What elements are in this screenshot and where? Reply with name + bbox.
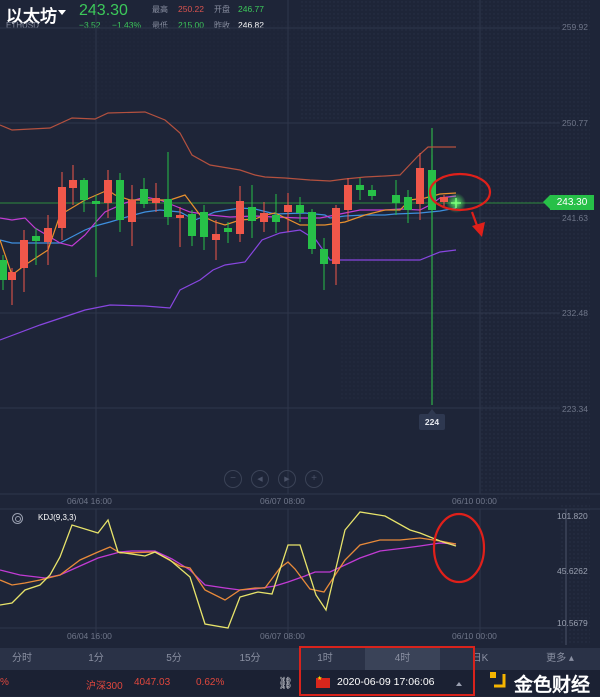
kdj-y-tick: 10.5679 <box>557 618 588 628</box>
open-label: 开盘 <box>214 5 230 14</box>
tab-daily[interactable]: 日K <box>471 653 489 664</box>
ticker-name[interactable]: 沪深300 <box>86 681 123 692</box>
skip-back-icon: ◀ <box>257 476 263 483</box>
asset-title[interactable]: 以太坊 <box>6 7 57 26</box>
minus-icon: − <box>230 473 236 484</box>
tab-1min[interactable]: 1分 <box>88 653 104 664</box>
candlestick-chart[interactable] <box>0 0 600 648</box>
kdj-x-tick: 06/10 00:00 <box>452 631 497 641</box>
watermark-text: 金色财经 <box>514 675 591 696</box>
step-back-button[interactable]: ◀ <box>251 470 269 488</box>
high-value: 250.22 <box>178 4 204 14</box>
asset-symbol: ETHUSD <box>6 21 39 30</box>
ticker-datetime: 2020-06-09 17:06:06 <box>337 676 435 688</box>
zoom-in-button[interactable]: + <box>305 470 323 488</box>
last-price: 243.30 <box>79 2 128 19</box>
y-tick: 259.92 <box>562 22 588 32</box>
caret-up-icon[interactable] <box>456 682 462 686</box>
skip-forward-icon: ▶ <box>284 476 290 483</box>
ticker-pct: 0.62% <box>196 677 225 688</box>
kdj-y-tick: 45.6262 <box>557 566 588 576</box>
annotation-circle-main <box>428 172 492 212</box>
annotation-circle-kdj <box>432 512 486 584</box>
zoom-out-button[interactable]: − <box>224 470 242 488</box>
x-tick: 06/10 00:00 <box>452 496 497 506</box>
y-tick: 241.63 <box>562 213 588 223</box>
low-price-marker: 224 <box>419 409 445 430</box>
x-tick: 06/07 08:00 <box>260 496 305 506</box>
plus-icon: + <box>311 473 317 484</box>
kdj-x-tick: 06/07 08:00 <box>260 631 305 641</box>
y-tick: 250.77 <box>562 118 588 128</box>
kdj-x-tick: 06/04 16:00 <box>67 631 112 641</box>
china-flag-icon <box>316 675 330 688</box>
jinse-logo-icon <box>490 672 506 688</box>
y-tick: 223.34 <box>562 404 588 414</box>
link-icon[interactable]: ⛓ <box>278 676 294 690</box>
tab-timeshare[interactable]: 分时 <box>12 653 32 664</box>
step-forward-button[interactable]: ▶ <box>278 470 296 488</box>
open-value: 246.77 <box>238 4 264 14</box>
indicator-title[interactable]: KDJ(9,3,3) <box>38 513 77 522</box>
tab-5min[interactable]: 5分 <box>166 653 182 664</box>
x-tick: 06/04 16:00 <box>67 496 112 506</box>
tab-4hour[interactable]: 4时 <box>365 648 440 670</box>
high-label: 最高 <box>152 5 168 14</box>
annotation-highlight-box <box>299 646 475 696</box>
caret-down-icon[interactable] <box>58 10 66 15</box>
y-tick: 232.48 <box>562 308 588 318</box>
current-price-tag: 243.30 <box>543 195 594 210</box>
tab-more[interactable]: 更多 ▴ <box>546 653 574 664</box>
tab-15min[interactable]: 15分 <box>239 653 261 664</box>
kdj-y-tick: 101.820 <box>557 511 588 521</box>
ticker-prev-fragment: % <box>0 677 9 688</box>
settings-gear-icon[interactable] <box>12 513 23 524</box>
candles <box>0 152 448 305</box>
ticker-value: 4047.03 <box>134 677 171 688</box>
tab-1hour[interactable]: 1时 <box>317 653 333 664</box>
